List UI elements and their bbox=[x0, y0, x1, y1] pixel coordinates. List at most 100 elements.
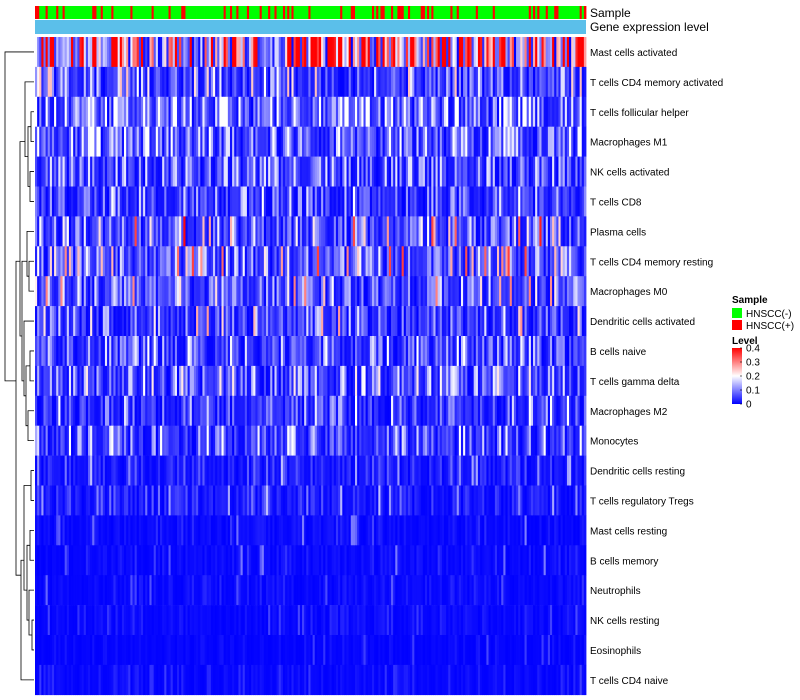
heatmap-cell bbox=[58, 37, 61, 68]
heatmap-cell bbox=[51, 515, 55, 546]
heatmap-cell bbox=[225, 336, 229, 367]
heatmap-cell bbox=[403, 395, 407, 426]
heatmap-cell bbox=[547, 186, 551, 217]
heatmap-cell bbox=[238, 276, 241, 307]
heatmap-cell bbox=[198, 126, 201, 157]
heatmap-cell bbox=[45, 365, 49, 397]
heatmap-cell bbox=[505, 37, 508, 68]
heatmap-cell bbox=[499, 66, 502, 98]
heatmap-cell bbox=[87, 276, 91, 307]
heatmap-cell bbox=[467, 126, 470, 157]
heatmap-cell bbox=[185, 37, 188, 68]
heatmap-cell bbox=[566, 455, 570, 486]
heatmap-cell bbox=[323, 395, 326, 426]
heatmap-cell bbox=[268, 126, 271, 157]
heatmap-cell bbox=[405, 515, 409, 546]
heatmap-cell bbox=[528, 545, 532, 576]
heatmap-cell bbox=[518, 306, 521, 337]
heatmap-cell bbox=[130, 96, 133, 127]
heatmap-cell bbox=[552, 37, 555, 68]
heatmap-cell bbox=[259, 425, 263, 456]
heatmap-row bbox=[35, 216, 587, 247]
heatmap-cell bbox=[480, 365, 483, 397]
heatmap-cell bbox=[496, 246, 500, 277]
heatmap-cell bbox=[465, 336, 468, 367]
heatmap-cell bbox=[140, 336, 144, 367]
heatmap-cell bbox=[295, 126, 299, 157]
heatmap-cell bbox=[435, 246, 439, 277]
heatmap-cell bbox=[458, 485, 462, 516]
heatmap-cell bbox=[414, 365, 417, 397]
heatmap-cell bbox=[566, 66, 570, 98]
heatmap-cell bbox=[448, 186, 451, 217]
heatmap-cell bbox=[295, 37, 299, 68]
heatmap-cell bbox=[382, 306, 386, 337]
heatmap-cell bbox=[469, 485, 472, 516]
heatmap-cell bbox=[410, 425, 413, 456]
heatmap-cell bbox=[560, 126, 564, 157]
heatmap-cell bbox=[429, 485, 432, 516]
heatmap-cell bbox=[361, 37, 364, 68]
dendrogram-link bbox=[29, 350, 34, 382]
heatmap-cell bbox=[221, 276, 225, 307]
heatmap-cell bbox=[293, 66, 297, 98]
heatmap-cell bbox=[225, 306, 229, 337]
heatmap-cell bbox=[439, 156, 443, 187]
heatmap-cell bbox=[270, 425, 273, 456]
heatmap-cell bbox=[352, 186, 356, 217]
heatmap-cell bbox=[365, 425, 369, 456]
heatmap-cell bbox=[278, 336, 282, 367]
heatmap-cell bbox=[450, 545, 453, 576]
heatmap-cell bbox=[384, 515, 388, 546]
heatmap-cell bbox=[566, 96, 570, 127]
heatmap-cell bbox=[83, 455, 87, 486]
heatmap-cell bbox=[100, 515, 104, 546]
heatmap-cell bbox=[374, 216, 377, 247]
heatmap-cell bbox=[81, 455, 85, 486]
heatmap-cell bbox=[575, 306, 578, 337]
heatmap-cell bbox=[331, 515, 335, 546]
heatmap-cell bbox=[316, 126, 320, 157]
heatmap-cell bbox=[344, 336, 347, 367]
heatmap-cell bbox=[268, 156, 271, 187]
heatmap-cell bbox=[221, 485, 225, 516]
heatmap-cell bbox=[170, 126, 174, 157]
heatmap-cell bbox=[492, 96, 496, 127]
heatmap-cell bbox=[202, 276, 205, 307]
heatmap-cell bbox=[492, 455, 496, 486]
heatmap-cell bbox=[535, 395, 538, 426]
heatmap-cell bbox=[225, 455, 229, 486]
heatmap-cell bbox=[583, 66, 587, 98]
heatmap-cell bbox=[263, 126, 267, 157]
heatmap-cell bbox=[119, 365, 123, 397]
heatmap-cell bbox=[151, 276, 155, 307]
heatmap-cell bbox=[96, 455, 99, 486]
heatmap-cell bbox=[282, 515, 286, 546]
heatmap-cell bbox=[234, 336, 237, 367]
heatmap-cell bbox=[505, 126, 508, 157]
heatmap-cell bbox=[382, 545, 386, 576]
heatmap-cell bbox=[71, 246, 74, 277]
heatmap-cell bbox=[569, 186, 572, 217]
heatmap-cell bbox=[81, 365, 85, 397]
heatmap-cell bbox=[554, 156, 557, 187]
heatmap-cell bbox=[558, 395, 561, 426]
heatmap-cell bbox=[266, 246, 269, 277]
heatmap-cell bbox=[172, 515, 176, 546]
heatmap-cell bbox=[579, 455, 583, 486]
heatmap-cell bbox=[134, 306, 138, 337]
heatmap-cell bbox=[39, 96, 42, 127]
heatmap-cell bbox=[234, 37, 237, 68]
heatmap-cell bbox=[444, 455, 447, 486]
heatmap-cell bbox=[488, 455, 492, 486]
sample-annotation-cell bbox=[210, 6, 214, 19]
heatmap-cell bbox=[416, 545, 419, 576]
heatmap-cell bbox=[516, 485, 519, 516]
heatmap-cell bbox=[187, 485, 191, 516]
heatmap-cell bbox=[170, 37, 174, 68]
heatmap-cell bbox=[350, 395, 354, 426]
heatmap-cell bbox=[439, 66, 443, 98]
heatmap-cell bbox=[499, 485, 502, 516]
heatmap-cell bbox=[439, 485, 443, 516]
dendrogram-link bbox=[19, 141, 25, 337]
